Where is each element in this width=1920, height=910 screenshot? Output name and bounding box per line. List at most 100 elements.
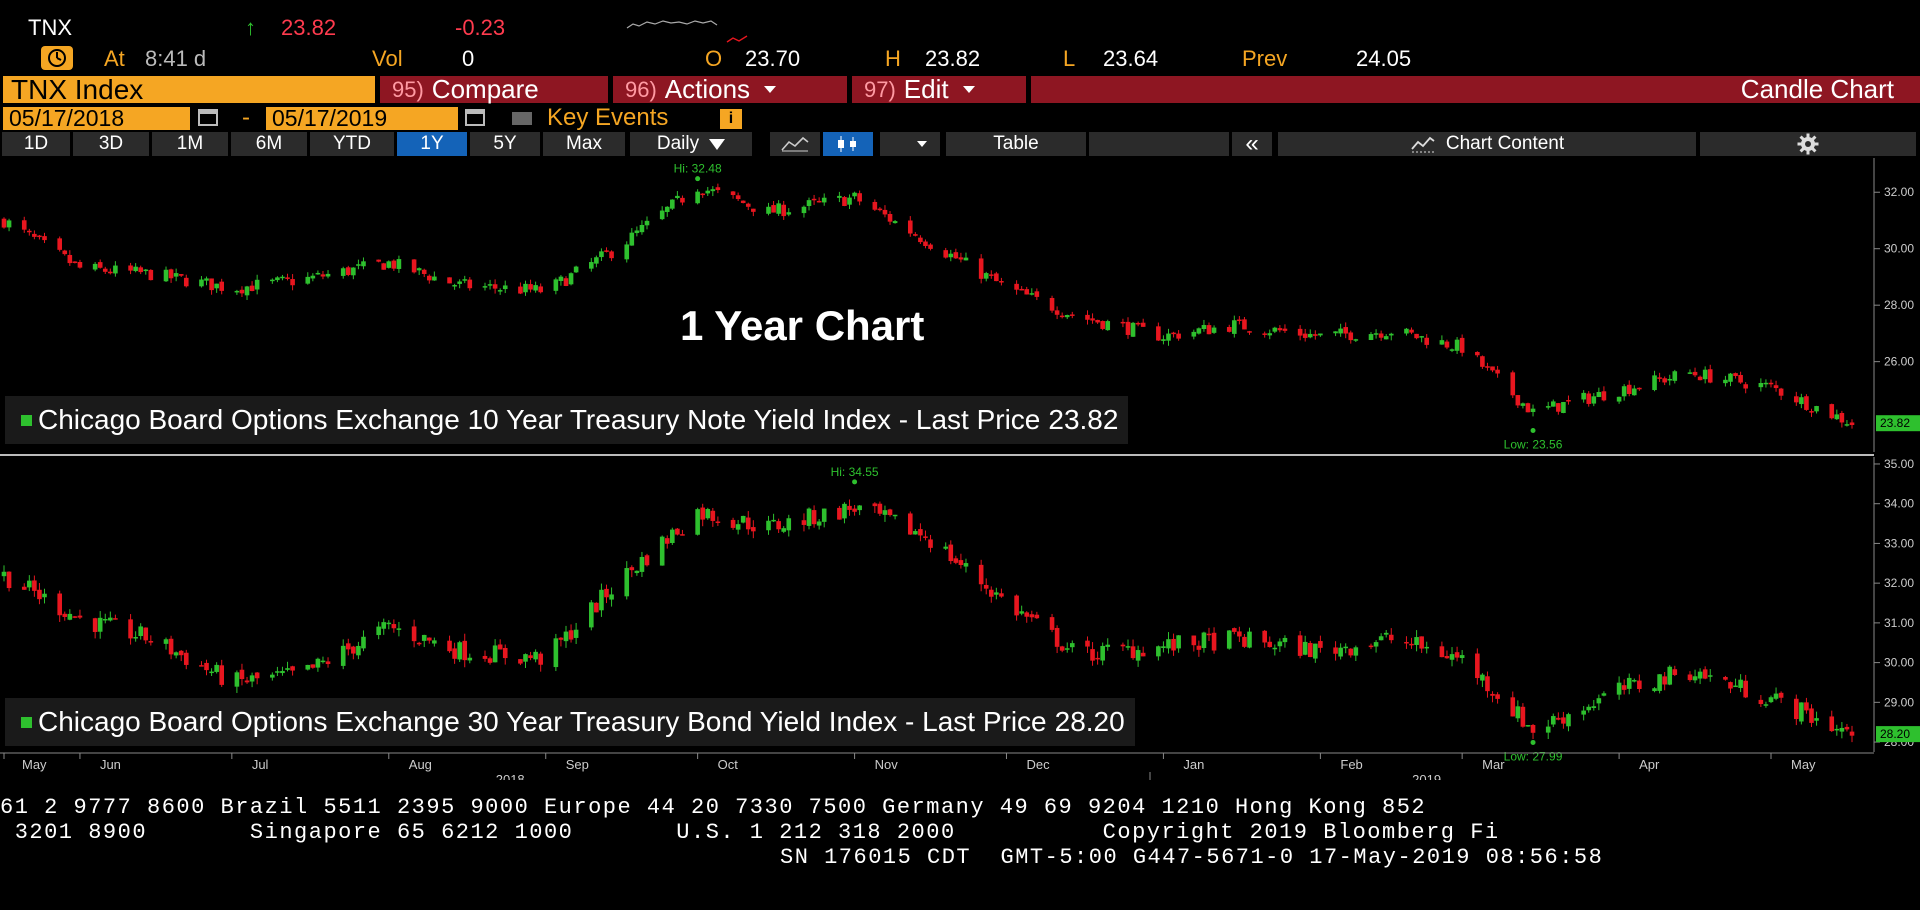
- period-tab-1d[interactable]: 1D: [2, 132, 70, 156]
- candle-body: [1449, 349, 1455, 351]
- chart-style-dropdown[interactable]: [880, 132, 940, 156]
- start-date-field[interactable]: 05/17/2018: [3, 107, 190, 130]
- candle-body: [183, 652, 189, 665]
- candle-body: [811, 198, 817, 201]
- candle-body: [133, 637, 138, 639]
- table-button[interactable]: Table: [946, 132, 1086, 156]
- key-events-toggle[interactable]: [512, 112, 532, 125]
- chart-panel-30y[interactable]: 35.0034.0033.0032.0031.0030.0029.0028.00…: [1, 457, 1920, 763]
- candle-body: [1743, 680, 1748, 698]
- frequency-dropdown[interactable]: Daily: [630, 132, 752, 156]
- candle-body: [1733, 373, 1738, 377]
- candle-body: [234, 672, 240, 687]
- calendar-icon[interactable]: [198, 109, 218, 126]
- candle-body: [1297, 328, 1303, 336]
- calendar-icon[interactable]: [465, 109, 485, 126]
- candle-body: [963, 257, 969, 261]
- legend-30y[interactable]: Chicago Board Options Exchange 30 Year T…: [5, 698, 1135, 746]
- candle-body: [589, 262, 594, 269]
- candle-body: [249, 285, 255, 292]
- candle-body: [1302, 333, 1308, 338]
- candle-body: [457, 281, 462, 284]
- settings-button[interactable]: [1700, 132, 1916, 156]
- table-label: Table: [993, 133, 1039, 154]
- candle-body: [892, 221, 898, 224]
- candle-body: [27, 580, 32, 588]
- candle-body: [1844, 726, 1850, 730]
- edit-label: Edit: [903, 74, 949, 104]
- actions-button[interactable]: 96) Actions: [613, 74, 847, 104]
- candle-body: [1530, 724, 1536, 733]
- gear-icon: [1797, 133, 1819, 155]
- candle-body: [1459, 655, 1465, 659]
- candle-body: [1338, 328, 1343, 334]
- candle-body: [1388, 333, 1394, 336]
- candle-body: [1064, 648, 1070, 650]
- chart-content-button[interactable]: Chart Content: [1278, 132, 1696, 156]
- candle-body: [1728, 682, 1733, 689]
- candle-body: [178, 650, 184, 656]
- candle-body: [386, 261, 392, 268]
- security-field[interactable]: TNX Index: [3, 74, 375, 105]
- line-chart-button[interactable]: [770, 132, 820, 156]
- candle-body: [1024, 289, 1030, 295]
- up-arrow-icon: ↑: [245, 15, 256, 40]
- candle-body: [173, 652, 179, 656]
- x-tick-label: Oct: [718, 757, 739, 772]
- period-tab-max[interactable]: Max: [543, 132, 625, 156]
- candle-body: [1100, 645, 1105, 661]
- legend-10y[interactable]: Chicago Board Options Exchange 10 Year T…: [5, 396, 1129, 444]
- candle-body: [487, 284, 493, 286]
- legend-30y-price: 28.20: [1054, 706, 1125, 737]
- candle-body: [680, 197, 685, 203]
- charts-canvas[interactable]: 32.00 30.00 28.00 26.00 Hi: 32.48 Low: 23.56 2…: [0, 158, 1920, 780]
- candle-body: [102, 268, 108, 272]
- candle-body: [1556, 717, 1561, 720]
- candle-body: [639, 556, 645, 572]
- candle-body: [1839, 727, 1845, 732]
- candle-body: [1687, 372, 1693, 374]
- x-tick-label: Nov: [875, 757, 899, 772]
- candle-body: [1206, 325, 1212, 335]
- period-tab-1y[interactable]: 1Y: [397, 132, 467, 156]
- legend-10y-price: 23.82: [1048, 404, 1119, 435]
- edit-button[interactable]: 97) Edit: [852, 74, 1026, 104]
- x-tick-label: Apr: [1639, 757, 1660, 772]
- candle-body: [1272, 647, 1278, 650]
- candle-body: [320, 274, 326, 277]
- period-tab-5y[interactable]: 5Y: [470, 132, 540, 156]
- candle-body: [1064, 315, 1070, 318]
- y-tick-label: 33.00: [1884, 536, 1914, 550]
- vol-value: 0: [462, 46, 475, 71]
- period-tab-ytd[interactable]: YTD: [310, 132, 394, 156]
- period-tab-6m[interactable]: 6M: [231, 132, 307, 156]
- compare-label: Compare: [431, 74, 539, 104]
- key-events-label[interactable]: Key Events: [547, 104, 669, 131]
- compare-number: 95): [392, 76, 424, 102]
- net-change: -0.23: [455, 15, 506, 40]
- candle-body: [634, 230, 640, 234]
- info-icon[interactable]: i: [720, 109, 742, 129]
- candle-body: [1333, 331, 1338, 334]
- candle-body: [1586, 706, 1592, 711]
- candle-body: [1485, 366, 1490, 368]
- candle-body: [1156, 326, 1161, 341]
- candle-body: [219, 665, 225, 685]
- chevron-down-icon: [764, 86, 777, 93]
- period-tab-3d[interactable]: 3D: [73, 132, 149, 156]
- compare-button[interactable]: 95) Compare: [380, 74, 608, 104]
- candle-body: [411, 626, 417, 642]
- candle-body: [1353, 339, 1359, 341]
- end-date-field[interactable]: 05/17/2019: [266, 107, 458, 130]
- candle-body: [1480, 356, 1485, 367]
- period-tab-1m[interactable]: 1M: [152, 132, 228, 156]
- candle-chart-button[interactable]: [823, 132, 873, 156]
- candle-body: [1272, 327, 1278, 332]
- chart-type-bar: Candle Chart: [1031, 74, 1920, 104]
- collapse-button[interactable]: «: [1232, 130, 1272, 157]
- y-tick-label: 29.00: [1884, 695, 1914, 709]
- line-chart-icon: [781, 136, 809, 152]
- candle-body: [852, 192, 857, 197]
- chart-panel-10y[interactable]: 32.00 30.00 28.00 26.00 Hi: 32.48 Low: 23.56 2…: [1, 158, 1920, 452]
- candle-body: [1530, 408, 1536, 413]
